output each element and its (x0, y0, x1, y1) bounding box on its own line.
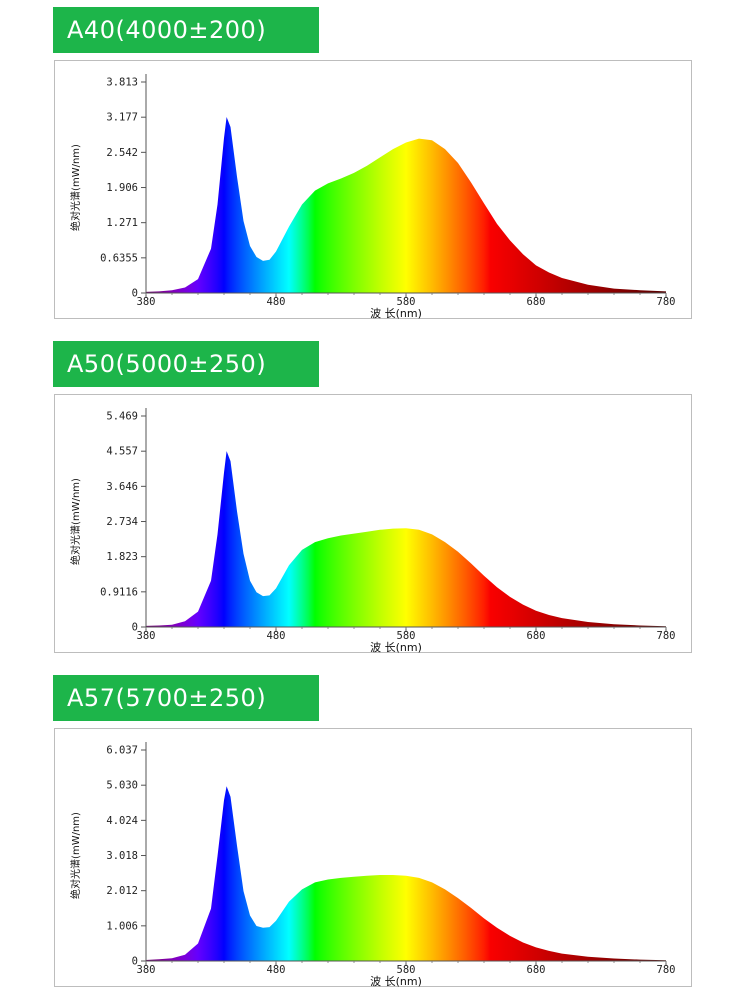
x-tick-label: 680 (527, 296, 546, 308)
x-tick-label: 780 (657, 630, 676, 642)
y-tick-label: 5.030 (106, 780, 138, 792)
x-tick-label: 680 (527, 964, 546, 976)
chart-title-badge: A40(4000±200) (53, 7, 319, 53)
y-tick-label: 1.006 (106, 920, 138, 932)
x-tick-label: 680 (527, 630, 546, 642)
y-tick-label: 3.018 (106, 850, 138, 862)
y-tick-label: 0 (132, 622, 138, 634)
y-tick-label: 2.012 (106, 885, 138, 897)
x-tick-label: 380 (137, 630, 156, 642)
spectrum-area (146, 786, 666, 961)
y-tick-label: 4.557 (106, 446, 138, 458)
spectrum-chart: 0 0.6355 1.271 1.906 2.542 3.177 3.813 380 480 58… (69, 74, 676, 320)
x-axis-label: 波 长(nm) (370, 641, 422, 654)
x-axis-label: 波 长(nm) (370, 307, 422, 320)
spectrum-area (146, 117, 666, 293)
y-tick-label: 4.024 (106, 815, 138, 827)
x-tick-label: 780 (657, 964, 676, 976)
y-tick-label: 0.9116 (100, 586, 138, 598)
spectrum-panel-a40: A40(4000±200) 0 0.6355 1.271 1.906 2.542 3.17… (0, 7, 750, 320)
chart-frame: 0 0.9116 1.823 2.734 3.646 4.557 5.469 380 480 58… (54, 394, 692, 654)
spectrum-panel-a57: A57(5700±250) 0 1.006 2.012 3.018 4.024 5.030… (0, 675, 750, 988)
y-tick-label: 3.177 (106, 112, 138, 124)
x-tick-label: 580 (397, 296, 416, 308)
x-tick-label: 480 (267, 964, 286, 976)
y-tick-label: 3.813 (106, 77, 138, 89)
y-tick-label: 6.037 (106, 745, 138, 757)
y-tick-label: 1.823 (106, 551, 138, 563)
chart-title-badge: A50(5000±250) (53, 341, 319, 387)
chart-title-badge: A57(5700±250) (53, 675, 319, 721)
y-axis-label: 绝对光谱(mW/nm) (69, 478, 82, 565)
y-tick-label: 2.542 (106, 147, 138, 159)
x-tick-label: 480 (267, 630, 286, 642)
spectrum-panel-a50: A50(5000±250) 0 0.9116 1.823 2.734 3.646 4.55… (0, 341, 750, 654)
x-tick-label: 580 (397, 964, 416, 976)
y-axis-label: 绝对光谱(mW/nm) (69, 812, 82, 899)
x-tick-label: 380 (137, 964, 156, 976)
x-tick-label: 480 (267, 296, 286, 308)
y-tick-label: 2.734 (106, 516, 138, 528)
y-tick-label: 3.646 (106, 481, 138, 493)
y-tick-label: 1.906 (106, 182, 138, 194)
spectrum-chart: 0 1.006 2.012 3.018 4.024 5.030 6.037 380 480 580… (69, 742, 676, 988)
y-axis-label: 绝对光谱(mW/nm) (69, 144, 82, 231)
chart-frame: 0 0.6355 1.271 1.906 2.542 3.177 3.813 380 480 58… (54, 60, 692, 320)
y-tick-label: 0.6355 (100, 252, 138, 264)
chart-frame: 0 1.006 2.012 3.018 4.024 5.030 6.037 380 480 580… (54, 728, 692, 988)
y-tick-label: 5.469 (106, 411, 138, 423)
y-tick-label: 1.271 (106, 217, 138, 229)
y-tick-label: 0 (132, 956, 138, 968)
x-tick-label: 380 (137, 296, 156, 308)
spectrum-chart: 0 0.9116 1.823 2.734 3.646 4.557 5.469 380 480 58… (69, 408, 676, 654)
x-axis-label: 波 长(nm) (370, 975, 422, 988)
y-tick-label: 0 (132, 288, 138, 300)
spectrum-area (146, 451, 666, 627)
x-tick-label: 580 (397, 630, 416, 642)
x-tick-label: 780 (657, 296, 676, 308)
